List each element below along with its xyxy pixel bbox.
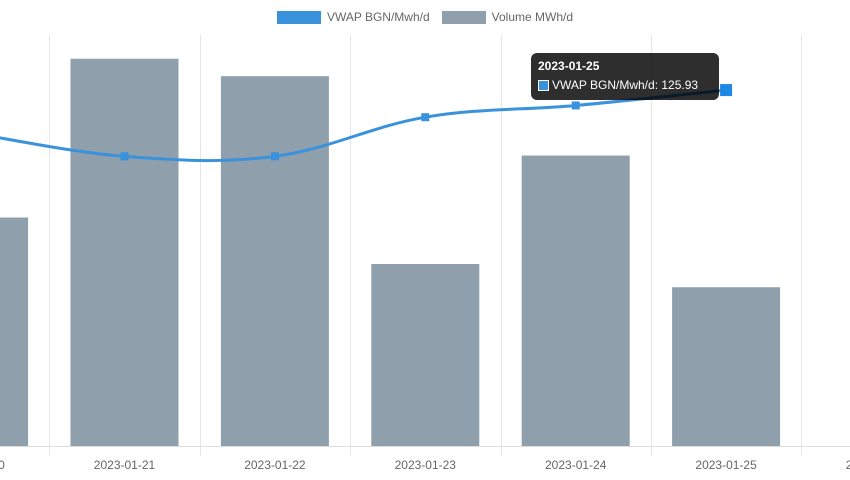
x-tick-label: 2023-01-22: [244, 458, 306, 472]
legend-swatch-volume: [441, 10, 486, 24]
volume-bar: [371, 263, 480, 446]
x-tick-label: 2023-01-24: [545, 458, 607, 472]
volume-bar: [672, 287, 781, 446]
chart-legend: VWAP BGN/Mwh/d Volume MWh/d: [0, 7, 850, 27]
tooltip-color-swatch: [538, 79, 549, 91]
vwap-point: [270, 152, 279, 161]
vwap-line-series: [0, 84, 733, 163]
volume-bar: [220, 76, 329, 446]
legend-item-volume[interactable]: Volume MWh/d: [441, 10, 574, 24]
tooltip-row: VWAP BGN/Mwh/d: 125.93: [538, 77, 712, 93]
vwap-point: [120, 152, 129, 161]
x-axis: 2023-01-20 2023-01-21 2023-01-22 2023-01-23…: [0, 446, 850, 472]
volume-bar: [70, 58, 179, 447]
vwap-line: [0, 88, 727, 163]
tooltip-title: 2023-01-25: [538, 59, 600, 73]
vwap-point-active: [720, 84, 733, 97]
x-tick-label: 2023-01-20: [0, 458, 5, 472]
x-tick-label: 2023-01-23: [395, 458, 457, 472]
volume-bar: [521, 155, 630, 446]
legend-swatch-vwap: [276, 10, 321, 24]
x-tick-label: 2023-01-25: [695, 458, 757, 472]
grid-lines: [49, 35, 802, 456]
volume-bar: [0, 217, 29, 446]
vwap-point: [571, 101, 580, 110]
legend-item-vwap[interactable]: VWAP BGN/Mwh/d: [276, 10, 430, 24]
chart-tooltip: 2023-01-25 VWAP BGN/Mwh/d: 125.93: [531, 53, 719, 100]
x-tick-label: 2023-01-26: [846, 458, 850, 472]
volume-bars: [0, 58, 781, 447]
vwap-point: [421, 113, 430, 122]
tooltip-label: VWAP BGN/Mwh/d: 125.93: [552, 78, 699, 92]
legend-label-volume: Volume MWh/d: [491, 10, 574, 24]
legend-label-vwap: VWAP BGN/Mwh/d: [326, 10, 430, 24]
x-tick-label: 2023-01-21: [94, 458, 156, 472]
